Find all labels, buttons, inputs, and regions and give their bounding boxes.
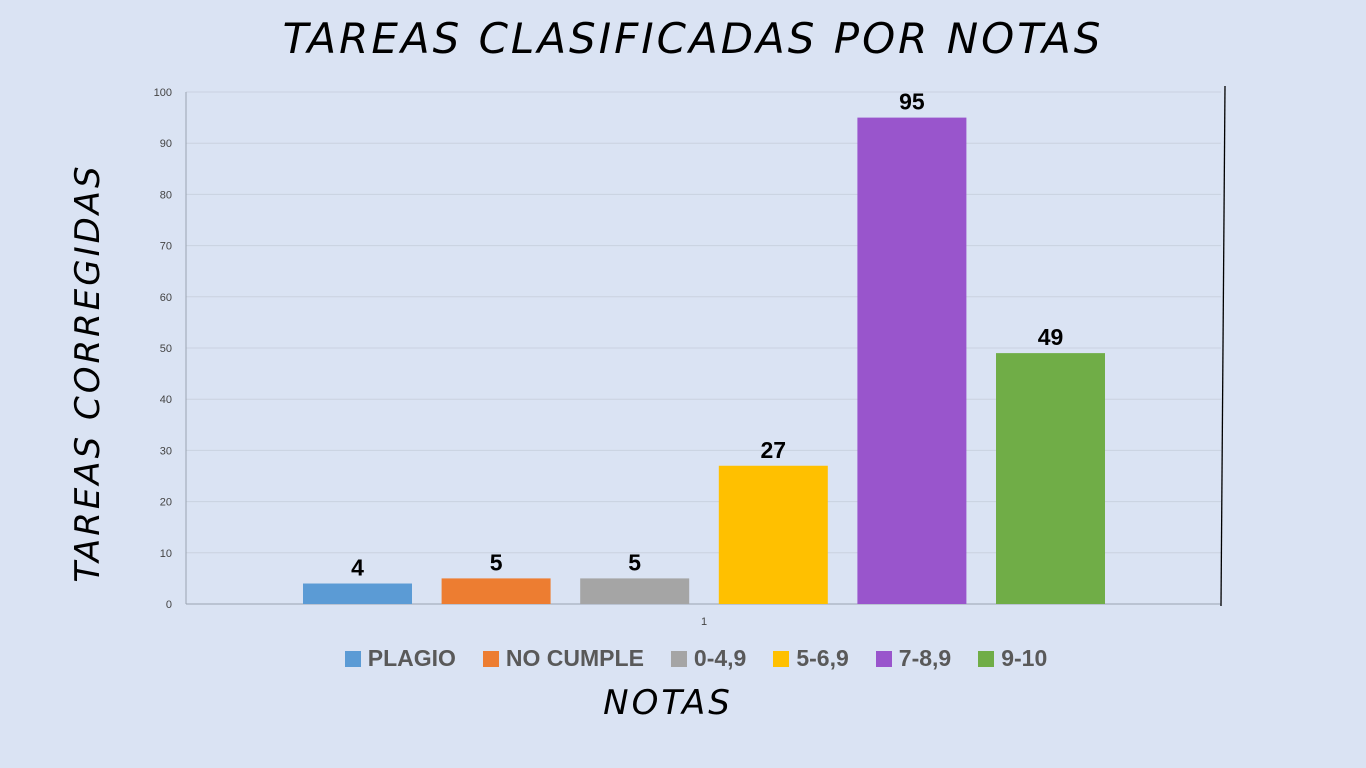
y-tick-label: 60 [160,292,172,304]
bar [303,583,412,604]
data-label: 5 [628,549,641,575]
y-tick-label: 90 [160,138,172,150]
data-label: 4 [351,555,364,581]
gridlines [186,91,1221,605]
legend-swatch [773,650,790,667]
data-label: 5 [490,549,503,575]
frame-line [1220,85,1226,607]
legend-label: PLAGIO [367,645,456,671]
bar [441,578,551,604]
legend-label: 5-6,9 [796,645,849,671]
legend-swatch [670,650,687,667]
data-label: 27 [761,437,787,463]
y-tick-label: 40 [160,394,172,406]
y-tick-label: 0 [166,599,172,611]
chart-title: TAREAS CLASIFICADAS POR NOTAS [282,14,1104,63]
bars [303,117,1105,604]
legend-label: 9-10 [1001,645,1048,671]
bar [857,117,967,604]
legend-item: 9-10 [978,645,1047,672]
y-tick-label: 70 [160,241,172,253]
y-tick-label: 30 [160,445,172,457]
legend-swatch [978,650,995,667]
y-tick-label: 80 [160,189,172,201]
data-label: 49 [1038,324,1064,350]
bar [996,353,1105,604]
bar [580,578,690,604]
legend-item: 0-4,9 [670,645,747,672]
legend-item: NO CUMPLE [482,645,644,672]
y-tick-label: 50 [160,343,172,355]
bar [718,465,828,604]
legend-swatch [482,650,499,667]
legend-item: PLAGIO [344,645,456,672]
data-label: 95 [899,89,925,115]
legend-label: 7-8,9 [898,645,952,671]
legend-swatch [875,650,892,667]
legend-item: 5-6,9 [773,645,849,672]
data-labels: 4 5 5 27 95 49 [351,89,1063,581]
y-tick-label: 20 [160,497,172,509]
legend-label: 0-4,9 [693,645,747,671]
legend-swatch [344,650,361,667]
legend-label: NO CUMPLE [505,645,644,671]
x-tick-label: 1 [701,616,707,628]
legend: PLAGIO NO CUMPLE 0-4,9 5-6,9 7-8,9 9-10 [0,645,1366,672]
x-axis-title: NOTAS [603,683,733,723]
legend-item: 7-8,9 [875,645,952,672]
y-tick-label: 100 [154,87,172,99]
y-tick-label: 10 [160,548,172,560]
